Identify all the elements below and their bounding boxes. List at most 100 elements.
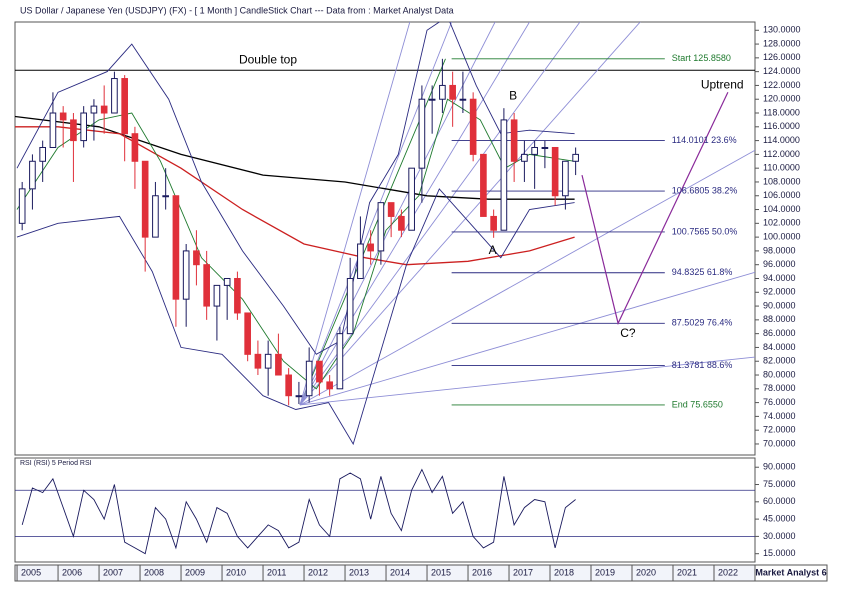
candle-body: [377, 202, 385, 252]
y-tick-label: 124.0000: [763, 66, 801, 76]
indicator-line: [16, 98, 575, 390]
candle-body: [408, 167, 415, 231]
x-tick-label: 2008: [144, 567, 164, 577]
y-tick-label: 80.0000: [763, 369, 796, 379]
candle-body: [295, 395, 303, 398]
y-tick-label: 94.0000: [763, 273, 796, 283]
candle-body: [162, 195, 169, 198]
rsi-plot: [15, 468, 755, 555]
y-tick-label: 96.0000: [763, 259, 796, 269]
candle-body: [521, 153, 528, 162]
x-tick-label: 2021: [677, 567, 697, 577]
y-tick-label: 130.0000: [763, 25, 801, 35]
x-tick-label: 2014: [390, 567, 410, 577]
candle-body: [285, 374, 292, 397]
y-tick-label: 128.0000: [763, 38, 801, 48]
footer-box: [754, 564, 828, 582]
fan-line: [299, 356, 755, 406]
main-plot: [15, 22, 755, 446]
candle-body: [203, 264, 210, 307]
fib-label: Start 125.8580: [672, 53, 731, 63]
candle-body: [234, 277, 241, 314]
fib-label: 106.6805 38.2%: [672, 185, 738, 195]
x-tick-label: 2012: [308, 567, 328, 577]
annotation: A: [489, 243, 497, 257]
rsi-tick-label: 45.0000: [763, 513, 796, 523]
candle-body: [459, 98, 467, 101]
annotation: B: [509, 89, 517, 103]
x-tick-label: 2013: [349, 567, 369, 577]
y-tick-label: 126.0000: [763, 52, 801, 62]
candle-body: [18, 188, 26, 224]
candle-body: [254, 353, 262, 369]
candle-body: [428, 98, 436, 101]
chart-title: US Dollar / Japanese Yen (USDJPY) (FX) -…: [20, 5, 454, 15]
y-tick-label: 118.0000: [763, 107, 800, 117]
y-tick-label: 106.0000: [763, 190, 801, 200]
x-tick-label: 2015: [431, 567, 451, 577]
candle-body: [387, 202, 395, 217]
candle-body: [510, 119, 518, 162]
y-tick-label: 120.0000: [763, 94, 801, 104]
candle-body: [111, 78, 118, 114]
candle-body: [531, 146, 538, 155]
indicator-line: [15, 115, 575, 200]
candle-body: [264, 353, 272, 369]
main-panel: [14, 21, 756, 456]
y-tick-label: 102.0000: [763, 218, 801, 228]
candle-body: [152, 195, 159, 238]
y-tick-label: 84.0000: [763, 342, 796, 352]
fan-line: [299, 22, 581, 406]
candle-body: [141, 160, 149, 238]
candle-body: [469, 98, 477, 155]
y-tick-label: 88.0000: [763, 314, 796, 324]
y-tick-label: 98.0000: [763, 245, 796, 255]
y-tick-label: 100.0000: [763, 231, 801, 241]
y-tick-label: 116.0000: [763, 121, 800, 131]
fib-label: 87.5029 76.4%: [672, 318, 733, 328]
candle-body: [193, 250, 200, 266]
x-tick-label: 2018: [554, 567, 574, 577]
rsi-tick-label: 75.0000: [763, 479, 796, 489]
x-tick-label: 2022: [718, 567, 738, 577]
candle-body: [346, 277, 354, 335]
candle-body: [244, 312, 251, 355]
candle-body: [490, 215, 497, 231]
y-tick-label: 90.0000: [763, 300, 796, 310]
candle-body: [541, 146, 549, 149]
projection-line: [581, 92, 729, 326]
candle-body: [49, 112, 57, 148]
indicator-line: [16, 22, 575, 355]
fan-line: [299, 22, 411, 406]
rsi-line: [21, 468, 576, 555]
candle-body: [182, 250, 190, 300]
candle-body: [336, 333, 344, 390]
annotation: Uptrend: [701, 78, 744, 92]
fan-line: [299, 149, 755, 406]
candle-body: [551, 146, 559, 197]
fib-label: 114.0101 23.6%: [672, 135, 737, 145]
y-tick-label: 82.0000: [763, 356, 796, 366]
candle-body: [305, 360, 313, 397]
candle-body: [326, 381, 333, 390]
rsi-panel: [14, 457, 756, 563]
y-tick-label: 104.0000: [763, 204, 801, 214]
fan-line: [299, 22, 641, 406]
rsi-title: RSI (RSI) 5 Period RSI: [20, 460, 92, 467]
y-tick-label: 74.0000: [763, 411, 796, 421]
candle-body: [223, 277, 231, 286]
fib-label: 100.7565 50.0%: [672, 226, 738, 236]
y-tick-label: 70.0000: [763, 438, 796, 448]
y-tick-label: 112.0000: [763, 149, 800, 159]
candle-body: [70, 119, 77, 142]
candle-body: [439, 84, 446, 100]
indicator-line: [15, 126, 575, 266]
y-tick-label: 78.0000: [763, 383, 796, 393]
candle-body: [275, 353, 282, 376]
candle-body: [500, 119, 508, 231]
x-tick-label: 2019: [595, 567, 615, 577]
candle-body: [172, 195, 180, 300]
candle-body: [449, 84, 456, 100]
candle-body: [357, 243, 364, 279]
